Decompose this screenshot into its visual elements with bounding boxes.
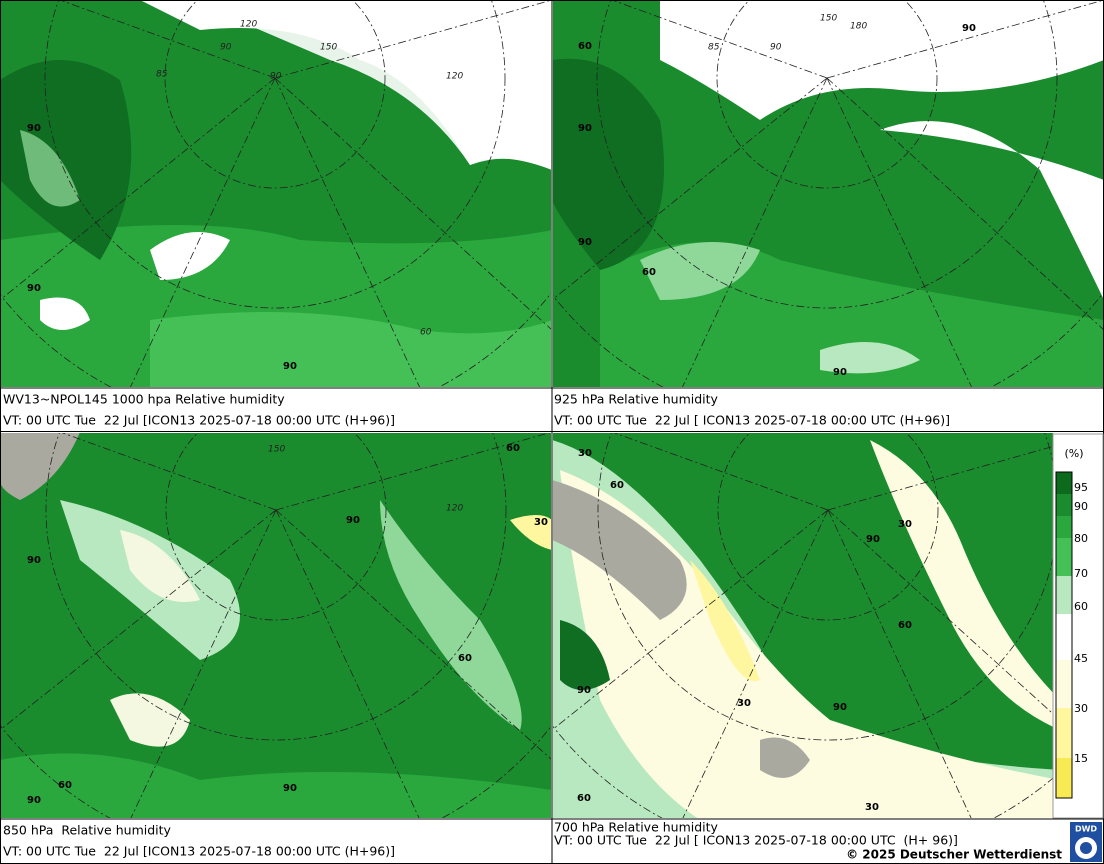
contour-label: 60 xyxy=(610,480,624,491)
contour-label: 90 xyxy=(346,515,360,526)
legend-unit: (%) xyxy=(1064,447,1083,460)
grid-label: 120 xyxy=(446,72,463,82)
legend-tick: 45 xyxy=(1074,652,1088,665)
map-panel xyxy=(553,433,1053,818)
contour-label: 90 xyxy=(833,702,847,713)
panel-validity: VT: 00 UTC Tue 22 Jul [ ICON13 2025-07-1… xyxy=(554,413,950,428)
contour-labels: 90 90 90 120 150 120 90 90 85 60 60 90 9… xyxy=(27,14,976,814)
grid-label: 150 xyxy=(320,43,337,53)
grid-label: 85 xyxy=(156,70,168,80)
contour-label: 90 xyxy=(833,367,847,378)
contour-label: 30 xyxy=(865,802,879,813)
contour-label: 60 xyxy=(577,793,591,804)
logo: DWD xyxy=(1070,822,1102,862)
legend-tick: 90 xyxy=(1074,500,1088,513)
contour-label: 60 xyxy=(506,443,520,454)
panel-title: WV13~NPOL145 1000 hpa Relative humidity xyxy=(3,392,285,407)
panel-validity: VT: 00 UTC Tue 22 Jul [ICON13 2025-07-18… xyxy=(3,844,395,859)
legend: (%) 95 90 80 70 60 45 30 15 xyxy=(1052,433,1104,819)
copyright: © 2025 Deutscher Wetterdienst xyxy=(846,848,1062,862)
panel-title: 925 hPa Relative humidity xyxy=(554,392,719,407)
contour-label: 30 xyxy=(898,519,912,530)
contour-label: 30 xyxy=(737,698,751,709)
contour-label: 90 xyxy=(27,555,41,566)
grid-label: 120 xyxy=(240,20,257,30)
grid-label: 150 xyxy=(268,445,285,455)
grid-label: 90 xyxy=(270,72,282,82)
map-panel xyxy=(553,1,1103,387)
contour-label: 90 xyxy=(962,23,976,34)
contour-label: 60 xyxy=(458,653,472,664)
contour-label: 90 xyxy=(283,361,297,372)
contour-label: 90 xyxy=(27,283,41,294)
grid-label: 90 xyxy=(220,43,232,53)
contour-label: 90 xyxy=(866,534,880,545)
legend-tick: 95 xyxy=(1074,481,1088,494)
contour-label: 60 xyxy=(898,620,912,631)
contour-label: 90 xyxy=(578,123,592,134)
contour-label: 60 xyxy=(420,328,432,338)
legend-tick: 60 xyxy=(1074,600,1088,613)
panel-title: 700 hPa Relative humidity xyxy=(554,820,719,835)
legend-tick: 30 xyxy=(1074,702,1088,715)
grid-label: 150 xyxy=(820,14,837,24)
map-panel xyxy=(1,1,551,387)
grid-label: 180 xyxy=(850,22,867,32)
logo-text: DWD xyxy=(1075,825,1097,834)
contour-label: 90 xyxy=(578,237,592,248)
grid-label: 85 xyxy=(708,43,720,53)
contour-label: 60 xyxy=(642,267,656,278)
panel-validity: VT: 00 UTC Tue 22 Jul [ ICON13 2025-07-1… xyxy=(554,833,958,848)
grid-label: 90 xyxy=(770,43,782,53)
legend-tick: 80 xyxy=(1074,532,1088,545)
contour-label: 60 xyxy=(578,41,592,52)
map-panel xyxy=(1,433,551,818)
contour-label: 60 xyxy=(58,780,72,791)
panel-title: 850 hPa Relative humidity xyxy=(3,823,172,838)
contour-label: 90 xyxy=(577,685,591,696)
legend-tick: 15 xyxy=(1074,752,1088,765)
contour-label: 90 xyxy=(27,795,41,806)
captions: WV13~NPOL145 1000 hpa Relative humidity … xyxy=(3,392,1062,862)
contour-label: 30 xyxy=(534,517,548,528)
contour-label: 90 xyxy=(27,123,41,134)
panel-validity: VT: 00 UTC Tue 22 Jul [ICON13 2025-07-18… xyxy=(3,413,395,428)
grid-label: 120 xyxy=(446,504,463,514)
legend-tick: 70 xyxy=(1074,567,1088,580)
contour-label: 90 xyxy=(283,783,297,794)
contour-label: 30 xyxy=(578,448,592,459)
